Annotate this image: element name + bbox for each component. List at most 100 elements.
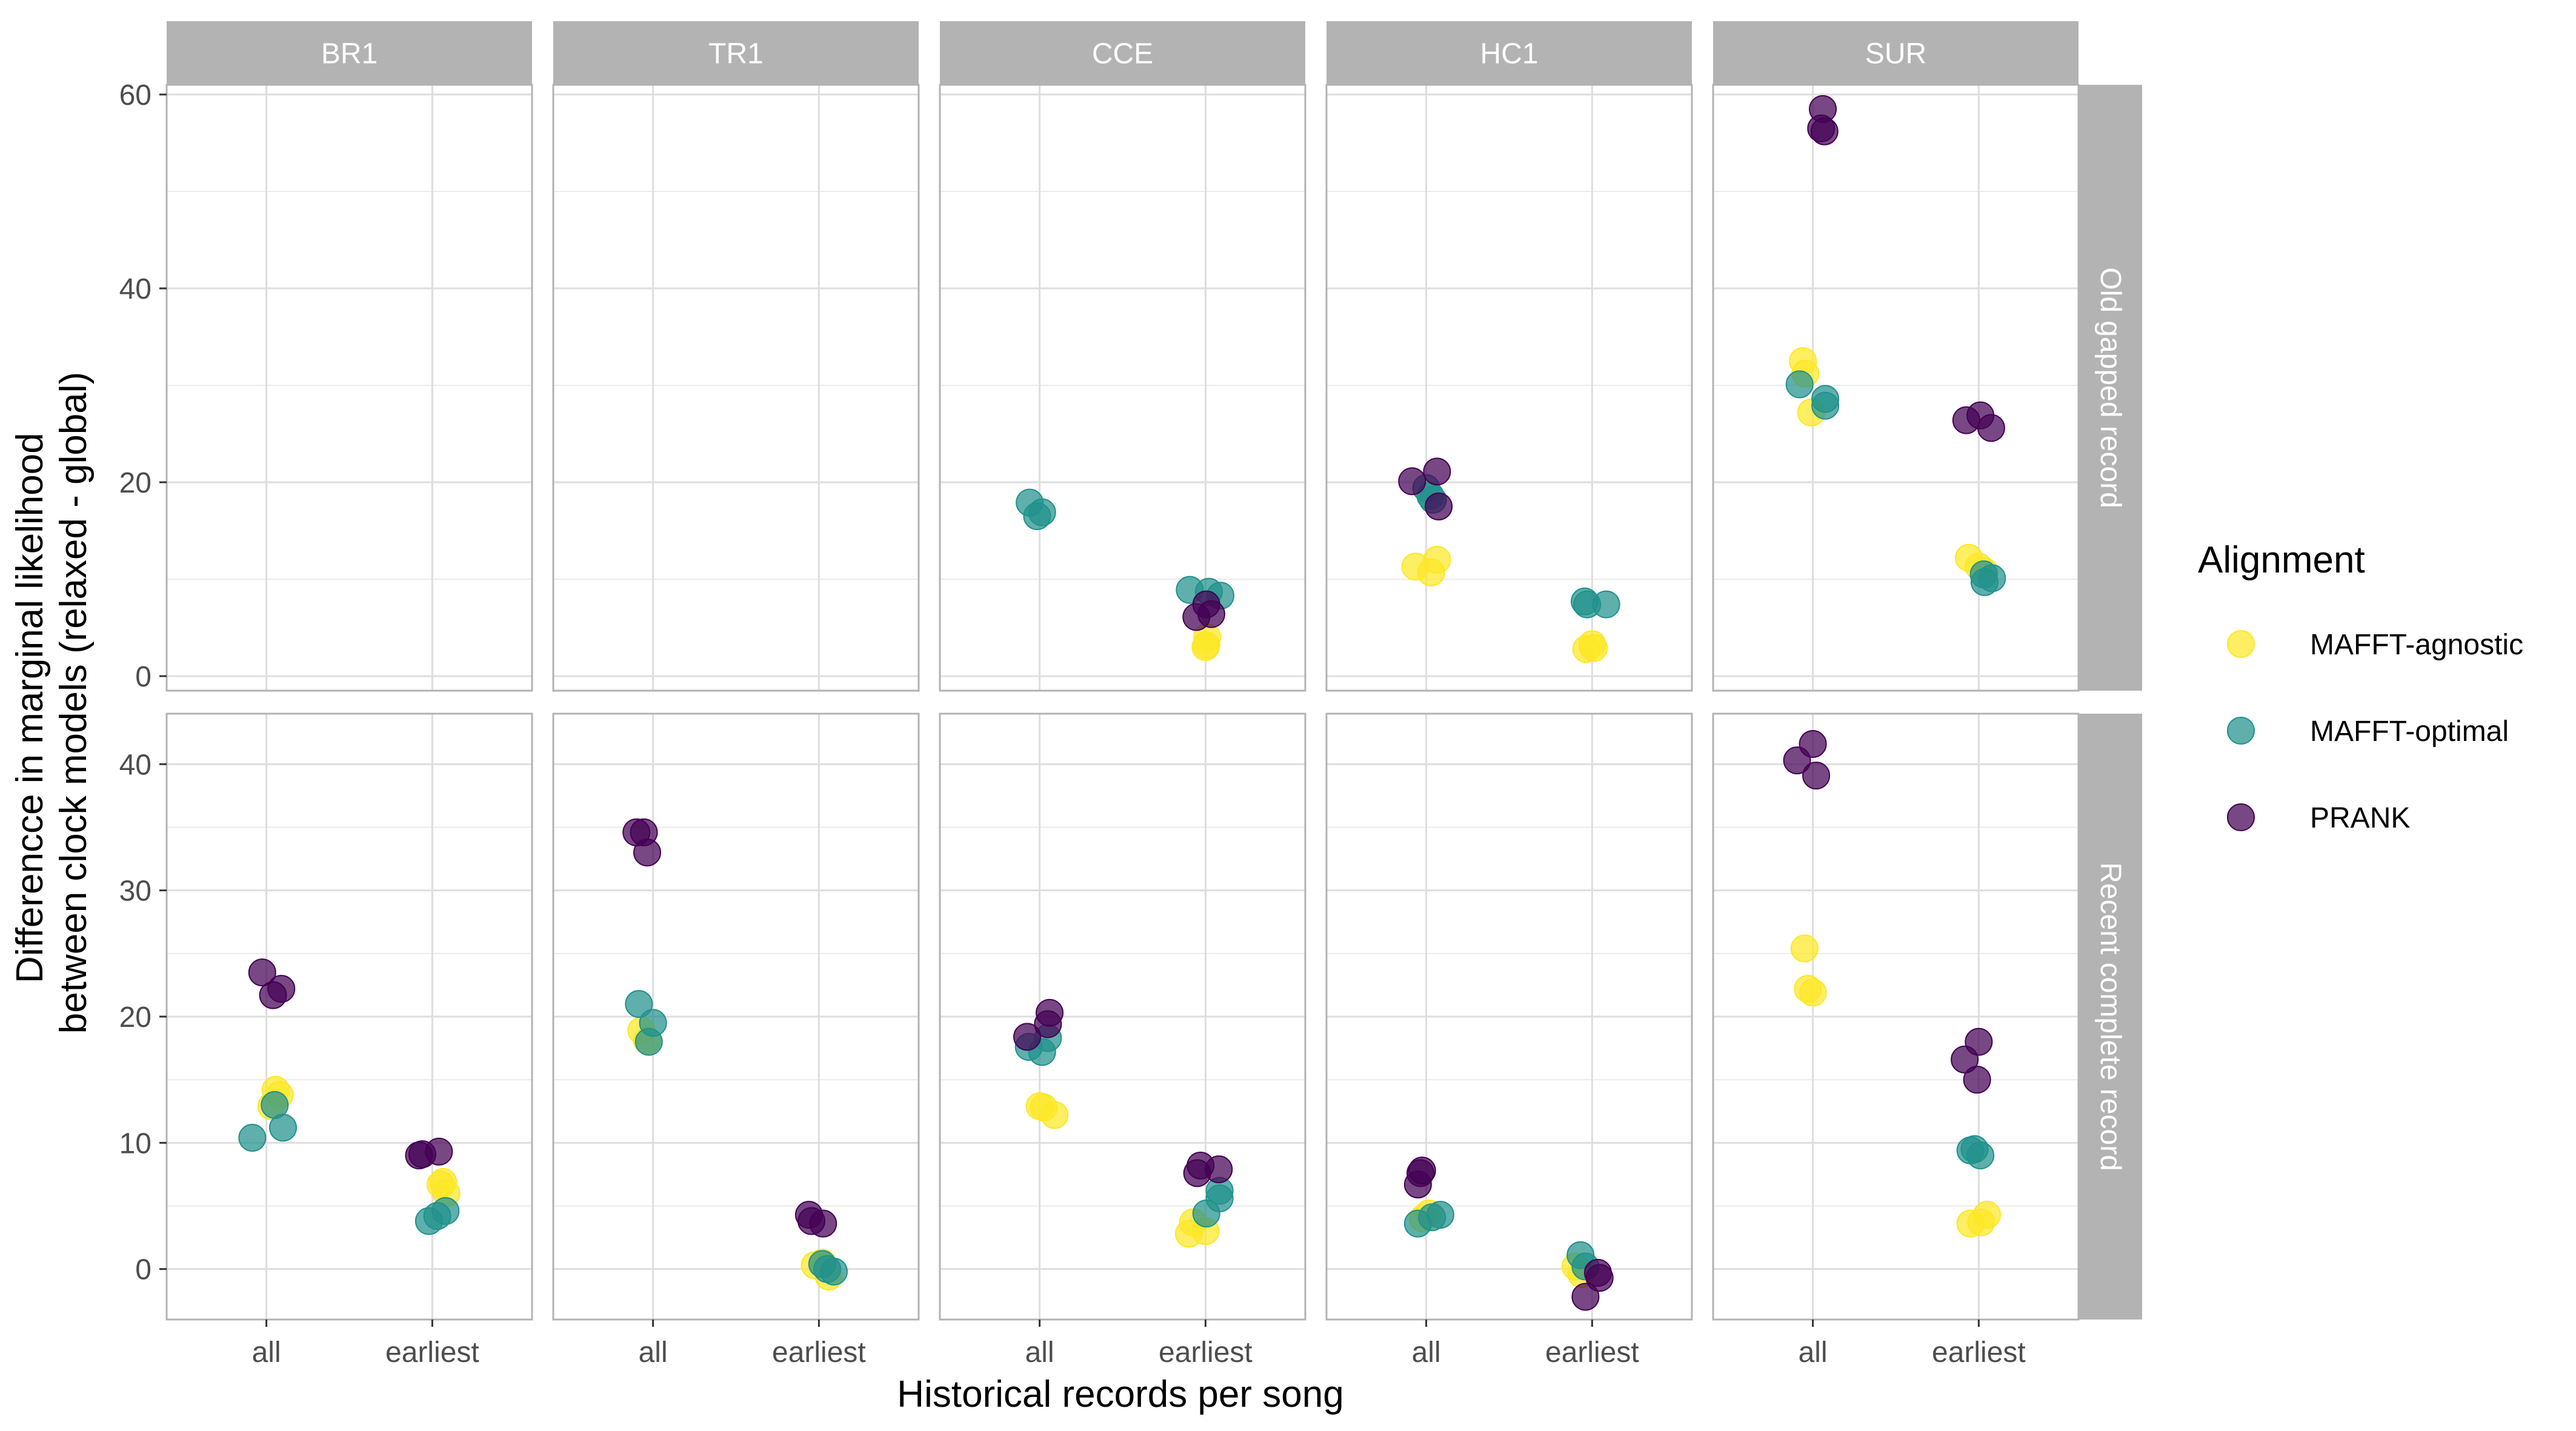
strip-label-sur: SUR [1865, 38, 1926, 70]
panel-background [1326, 85, 1692, 691]
x-tick-label: earliest [385, 1336, 479, 1369]
y-tick-label: 20 [119, 1001, 151, 1034]
data-point-mafft-optimal [1978, 564, 2006, 593]
data-point-prank [1398, 467, 1426, 496]
data-point-prank [1802, 762, 1831, 790]
data-point-prank [1425, 493, 1453, 520]
data-point-prank [267, 975, 296, 1003]
strip-hc1 [1326, 21, 1692, 85]
data-point-prank [1799, 730, 1827, 758]
facet-panels [165, 84, 2080, 1321]
data-point-prank [1965, 1028, 1993, 1056]
legend-key-prank [2227, 803, 2255, 831]
x-tick-label: earliest [1545, 1336, 1639, 1369]
x-tick-label: all [252, 1336, 281, 1369]
data-point-prank [1963, 1066, 1991, 1094]
legend-key-mafft-optimal [2227, 717, 2255, 745]
panel-border [939, 712, 1306, 1321]
data-point-prank [1408, 1157, 1436, 1185]
y-tick-label: 40 [119, 273, 151, 305]
data-point-mafft-optimal [431, 1197, 460, 1225]
data-point-prank [1036, 998, 1064, 1027]
strip-label-recent-complete-record: Recent complete record [2094, 862, 2126, 1171]
x-tick-labels: all earliest all earliest all earliest all earl… [252, 1320, 2026, 1369]
data-point-mafft-agnostic [1040, 1101, 1069, 1129]
y-tick-label: 60 [119, 79, 151, 111]
legend-key-mafft-agnostic [2227, 630, 2255, 658]
strip-recent-complete-record [2078, 714, 2142, 1320]
x-tick-label: earliest [1932, 1336, 2026, 1369]
panel-old-gapped-record-cce [939, 84, 1306, 692]
data-point-mafft-agnostic [1191, 633, 1220, 661]
data-point-prank [1571, 1283, 1600, 1311]
data-point-mafft-optimal [1028, 498, 1056, 526]
x-tick-label: all [1412, 1336, 1441, 1369]
strip-sur [1713, 21, 2078, 85]
strip-br1 [167, 21, 532, 85]
legend-label-mafft-optimal: MAFFT-optimal [2310, 716, 2509, 748]
panel-background [940, 85, 1305, 691]
data-point-mafft-optimal [820, 1257, 848, 1286]
data-point-prank [1977, 414, 2005, 442]
panel-background [553, 85, 919, 691]
panel-border [165, 84, 533, 692]
panel-recent-complete-record-br1 [165, 712, 533, 1321]
data-point-prank [809, 1209, 837, 1238]
data-point-mafft-optimal [1966, 1141, 1995, 1170]
panel-recent-complete-record-sur [1712, 712, 2080, 1321]
legend-entries: MAFFT-agnostic MAFFT-optimal PRANK [2227, 629, 2523, 834]
panel-recent-complete-record-tr1 [552, 712, 920, 1321]
data-point-prank [1423, 457, 1451, 486]
strip-label-tr1: TR1 [708, 38, 764, 70]
data-point-mafft-optimal [639, 1009, 667, 1037]
legend-entry-mafft-optimal: MAFFT-optimal [2227, 716, 2509, 748]
panel-background [167, 85, 532, 691]
x-tick-label: all [1025, 1336, 1054, 1369]
legend-label-prank: PRANK [2310, 802, 2410, 834]
data-point-prank [1197, 600, 1225, 628]
legend-title: Alignment [2198, 539, 2365, 581]
y-tick-labels: 0 20 40 60 0 10 20 30 40 [119, 79, 167, 1286]
y-tick-label: 20 [119, 467, 151, 499]
strip-label-cce: CCE [1092, 38, 1153, 70]
panel-border [1325, 712, 1693, 1321]
data-point-mafft-optimal [238, 1124, 267, 1152]
y-axis-title-line-1: Differencce in marginal likelihood [9, 433, 51, 983]
data-point-mafft-agnostic [1973, 1201, 2002, 1229]
strip-old-gapped-record [2078, 85, 2142, 691]
panel-border [1712, 84, 2080, 692]
strip-cce [940, 21, 1305, 85]
panel-border [552, 84, 920, 692]
panel-border [1712, 712, 2080, 1321]
y-tick-label: 40 [119, 749, 151, 781]
data-point-prank [633, 838, 662, 867]
y-tick-label: 10 [119, 1127, 151, 1160]
data-point-mafft-optimal [625, 990, 653, 1018]
panel-old-gapped-record-hc1 [1325, 84, 1693, 692]
y-axis-title-line-2: between clock models (relaxed - global) [53, 372, 95, 1034]
panel-background [1713, 85, 2078, 691]
data-point-prank [425, 1137, 453, 1166]
data-point-mafft-agnostic [1790, 934, 1819, 963]
strip-label-hc1: HC1 [1480, 38, 1538, 70]
data-point-prank [1585, 1264, 1614, 1292]
x-tick-label: earliest [1159, 1336, 1253, 1369]
legend-label-mafft-agnostic: MAFFT-agnostic [2310, 629, 2523, 661]
data-point-mafft-agnostic [1423, 546, 1451, 574]
legend-entry-mafft-agnostic: MAFFT-agnostic [2227, 629, 2523, 661]
data-point-mafft-agnostic [1799, 978, 1827, 1007]
data-point-prank [1205, 1155, 1233, 1184]
y-axis-title: Differencce in marginal likelihood betwe… [9, 372, 95, 1034]
data-point-prank [1810, 117, 1839, 145]
panel-old-gapped-record-sur [1712, 84, 2080, 692]
data-point-mafft-optimal [1811, 391, 1840, 420]
panel-old-gapped-record-br1 [165, 84, 533, 692]
strip-label-br1: BR1 [321, 38, 378, 70]
strip-label-old-gapped-record: Old gapped record [2094, 267, 2126, 508]
column-strips: BR1 TR1 CCE HC1 SUR [167, 21, 2078, 85]
x-tick-label: earliest [772, 1336, 866, 1369]
y-tick-label: 0 [135, 1254, 151, 1286]
legend-entry-prank: PRANK [2227, 802, 2410, 834]
data-point-prank [1013, 1023, 1042, 1051]
